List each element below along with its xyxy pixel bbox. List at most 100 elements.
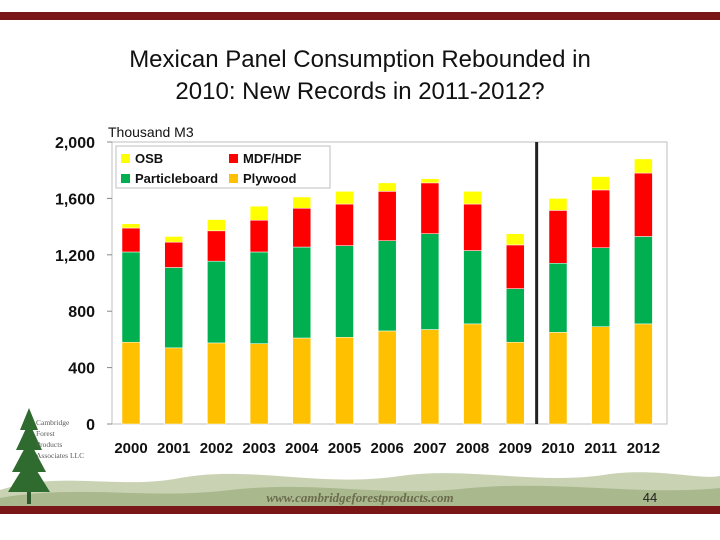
- bar-segment-plywood-2004: [292, 337, 312, 425]
- bar-segment-osb-2006: [377, 182, 397, 192]
- bar-segment-osb-2002: [207, 219, 226, 232]
- bar-segment-particleboard-2003: [249, 251, 269, 344]
- legend-label-mdf: MDF/HDF: [243, 151, 302, 166]
- bottom-accent-bar: [0, 506, 720, 514]
- slide-title: Mexican Panel Consumption Rebounded in 2…: [0, 44, 720, 108]
- bar-segment-mdf-2000: [121, 227, 141, 253]
- legend-label-osb: OSB: [135, 151, 163, 166]
- x-tick-label: 2008: [456, 440, 489, 457]
- x-axis: 2000 2001 2002 2003 2004 2005 2006 2007 2008 2009…: [114, 440, 660, 457]
- bar-segment-mdf-2001: [164, 241, 183, 268]
- x-tick-label: 2004: [285, 440, 319, 457]
- bar-segment-osb-2010: [548, 198, 568, 211]
- y-tick-label: 0: [86, 417, 95, 434]
- bar-segment-mdf-2006: [377, 191, 397, 241]
- bar-segment-plywood-2002: [207, 342, 226, 425]
- x-tick-label: 2001: [157, 440, 190, 457]
- bar-segment-mdf-2010: [548, 210, 568, 264]
- bar-segment-particleboard-2001: [164, 267, 183, 349]
- legend-swatch-plywood: [229, 174, 238, 183]
- bar-segment-plywood-2006: [377, 330, 397, 425]
- bar-segment-osb-2000: [121, 223, 141, 229]
- logo-line-4: Associates LLC: [36, 451, 85, 460]
- bar-segment-particleboard-2004: [292, 246, 312, 339]
- y-tick-label: 1,600: [55, 191, 95, 208]
- bar-segment-mdf-2005: [335, 203, 354, 246]
- logo-line-2: Forest: [36, 429, 55, 438]
- bar-segment-mdf-2009: [506, 244, 525, 289]
- bar-segment-mdf-2011: [591, 189, 610, 249]
- page-number: 44: [642, 490, 658, 505]
- bar-segment-mdf-2007: [420, 182, 440, 234]
- x-tick-label: 2007: [413, 440, 446, 457]
- x-tick-label: 2002: [200, 440, 233, 457]
- bars-group: [121, 158, 653, 425]
- bar-segment-particleboard-2005: [335, 245, 354, 338]
- legend-box: [115, 145, 331, 189]
- logo-line-1: Cambridge: [36, 418, 70, 427]
- x-tick-label: 2010: [541, 440, 574, 457]
- legend-swatch-osb: [121, 154, 130, 163]
- company-logo-text: Cambridge Forest Products Associates LLC: [36, 417, 84, 461]
- hills-banner: [0, 472, 720, 506]
- bar-segment-particleboard-2002: [207, 260, 226, 344]
- forest-tree-logo: [8, 408, 50, 504]
- bar-segment-osb-2009: [506, 233, 525, 246]
- x-tick-label: 2011: [584, 440, 617, 457]
- bar-segment-plywood-2011: [591, 326, 610, 425]
- bar-segment-plywood-2007: [420, 329, 440, 425]
- y-tick-label: 800: [68, 304, 95, 321]
- y-tick-label: 1,200: [55, 248, 95, 265]
- bar-segment-osb-2001: [164, 236, 183, 243]
- slide-title-line-2: 2010: New Records in 2011-2012?: [175, 78, 545, 105]
- x-tick-label: 2003: [242, 440, 275, 457]
- x-tick-label: 2009: [499, 440, 532, 457]
- bar-segment-osb-2012: [634, 158, 653, 174]
- y-axis: 0 400 800 1,200 1,600 2,000: [55, 135, 112, 434]
- bar-segment-osb-2003: [249, 205, 269, 221]
- legend-swatch-mdf: [229, 154, 238, 163]
- bar-segment-osb-2011: [591, 176, 610, 191]
- bar-segment-particleboard-2000: [121, 251, 141, 343]
- website-url: www.cambridgeforestproducts.com: [266, 490, 454, 505]
- bar-segment-particleboard-2007: [420, 233, 440, 330]
- legend-label-particleboard: Particleboard: [135, 171, 218, 186]
- bar-segment-plywood-2003: [249, 343, 269, 425]
- y-tick-label: 400: [68, 361, 95, 378]
- bar-segment-mdf-2003: [249, 220, 269, 253]
- bar-segment-particleboard-2012: [634, 236, 653, 325]
- bar-segment-plywood-2010: [548, 332, 568, 425]
- bar-segment-particleboard-2010: [548, 263, 568, 333]
- bar-segment-mdf-2012: [634, 172, 653, 237]
- legend-label-plywood: Plywood: [243, 171, 297, 186]
- bar-segment-plywood-2012: [634, 323, 653, 425]
- bar-segment-particleboard-2009: [506, 288, 525, 343]
- bar-segment-osb-2008: [463, 191, 482, 205]
- bar-segment-osb-2005: [335, 191, 354, 205]
- bar-segment-osb-2007: [420, 178, 440, 184]
- bar-segment-mdf-2004: [292, 208, 312, 248]
- chart-legend: OSB MDF/HDF Particleboard Plywood: [115, 145, 331, 189]
- bar-segment-plywood-2005: [335, 337, 354, 425]
- top-accent-bar: [0, 12, 720, 20]
- bar-segment-plywood-2001: [164, 347, 183, 425]
- slide-title-line-1: Mexican Panel Consumption Rebounded in: [129, 46, 591, 73]
- bar-segment-mdf-2008: [463, 203, 482, 251]
- x-tick-label: 2000: [114, 440, 147, 457]
- x-tick-label: 2005: [328, 440, 361, 457]
- bar-segment-particleboard-2006: [377, 240, 397, 332]
- bar-segment-particleboard-2008: [463, 250, 482, 325]
- bar-segment-plywood-2000: [121, 341, 141, 425]
- bar-segment-particleboard-2011: [591, 247, 610, 327]
- legend-swatch-particleboard: [121, 174, 130, 183]
- bar-segment-osb-2004: [292, 196, 312, 209]
- x-tick-label: 2012: [627, 440, 660, 457]
- y-tick-label: 2,000: [55, 135, 95, 152]
- x-tick-label: 2006: [371, 440, 404, 457]
- bar-segment-mdf-2002: [207, 230, 226, 262]
- logo-line-3: Products: [36, 440, 63, 449]
- y-unit-label: Thousand M3: [108, 124, 194, 140]
- bar-segment-plywood-2008: [463, 323, 482, 425]
- bar-segment-plywood-2009: [506, 341, 525, 425]
